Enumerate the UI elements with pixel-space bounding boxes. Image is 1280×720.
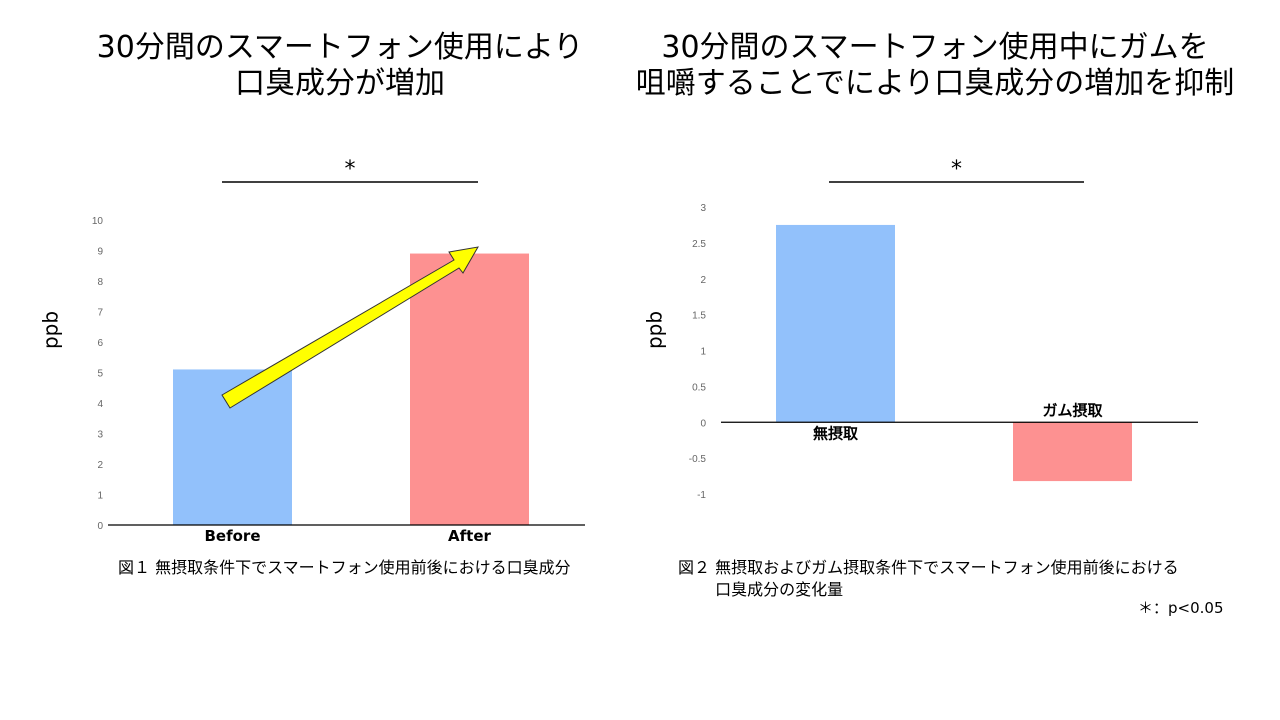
trend-arrow-icon [221,246,479,409]
chart2-ytick: -0.5 [689,454,707,465]
chart1-significance-star: * [345,157,356,182]
chart1-title: 30分間のスマートフォン使用により 口臭成分が増加 [96,30,584,101]
chart2-ytick: 3 [700,203,706,214]
chart2-bar-1 [1013,422,1132,482]
chart2-ytick: 1 [700,347,706,358]
chart2-significance-star: * [951,157,962,182]
chart1-ytick: 3 [97,430,103,441]
chart1-category-label: After [448,527,491,545]
chart2-ytick: 0.5 [692,382,706,393]
chart1-ytick: 1 [97,491,103,502]
chart2-y-axis-label: ppb [643,311,667,349]
chart1-ytick: 6 [97,338,103,349]
chart1-caption: 図１ 無摂取条件下でスマートフォン使用前後における口臭成分 [118,558,571,577]
chart2-ytick: 0 [700,418,706,429]
chart1-y-axis-label: ppb [39,311,63,349]
chart1-category-label: Before [204,527,260,545]
chart1-ytick: 2 [97,460,103,471]
footnote: ＊：p<0.05 [1138,599,1224,617]
chart1-ytick: 5 [97,369,103,380]
chart2-category-label: ガム摂取 [1042,401,1103,419]
chart2-bar-0 [776,224,895,423]
chart1-ytick: 0 [97,521,103,532]
chart2-ytick: -1 [697,490,706,501]
chart1-ytick: 4 [97,399,103,410]
chart2-title: 30分間のスマートフォン使用中にガムを 咀嚼することでにより口臭成分の増加を抑制 [635,30,1235,101]
chart1-ytick: 7 [97,308,103,319]
chart2-category-label: 無摂取 [813,424,859,442]
chart1-ytick: 9 [97,247,103,258]
chart2-ytick: 2 [700,275,706,286]
chart1-ytick: 10 [92,216,104,227]
chart2-ytick: 1.5 [692,311,706,322]
chart2-caption: 図２ 無摂取およびガム摂取条件下でスマートフォン使用前後における 口臭成分の変化… [678,558,1179,599]
chart1-ytick: 8 [97,277,103,288]
chart1-bar-1 [410,253,529,526]
chart2-ytick: 2.5 [692,239,706,250]
